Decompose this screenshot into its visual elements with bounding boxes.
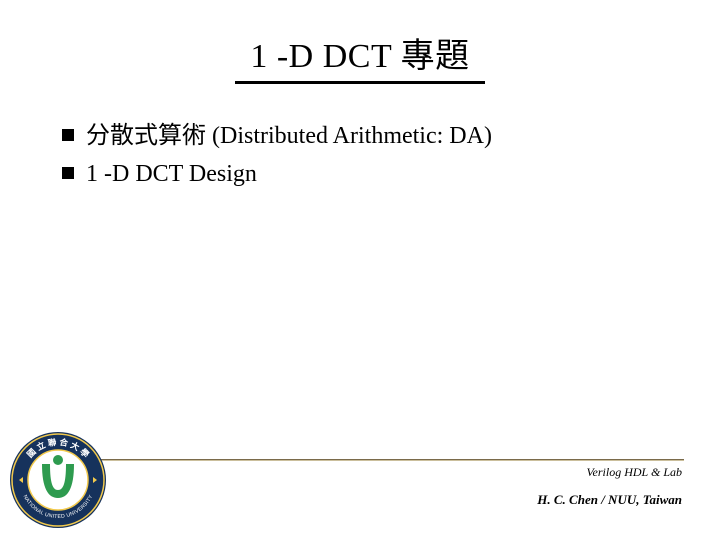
bullet-square-icon [62,167,74,179]
bullet-text: 分散式算術 (Distributed Arithmetic: DA) [86,120,492,152]
title-block: 1 -D DCT 專題 [0,28,720,84]
slide: 1 -D DCT 專題 分散式算術 (Distributed Arithmeti… [0,0,720,540]
bullet-text: 1 -D DCT Design [86,158,257,190]
list-item: 分散式算術 (Distributed Arithmetic: DA) [62,120,680,152]
list-item: 1 -D DCT Design [62,158,680,190]
university-logo-icon: 國 立 聯 合 大 學 NATIONAL UNITED UNIVERSITY [8,430,108,530]
slide-title: 1 -D DCT 專題 [250,38,469,75]
footer-divider [78,459,684,460]
bullet-list: 分散式算術 (Distributed Arithmetic: DA) 1 -D … [62,120,680,197]
title-underline [235,81,485,84]
footer-author: H. C. Chen / NUU, Taiwan [537,492,682,508]
bullet-square-icon [62,129,74,141]
footer-course-label: Verilog HDL & Lab [587,465,682,480]
